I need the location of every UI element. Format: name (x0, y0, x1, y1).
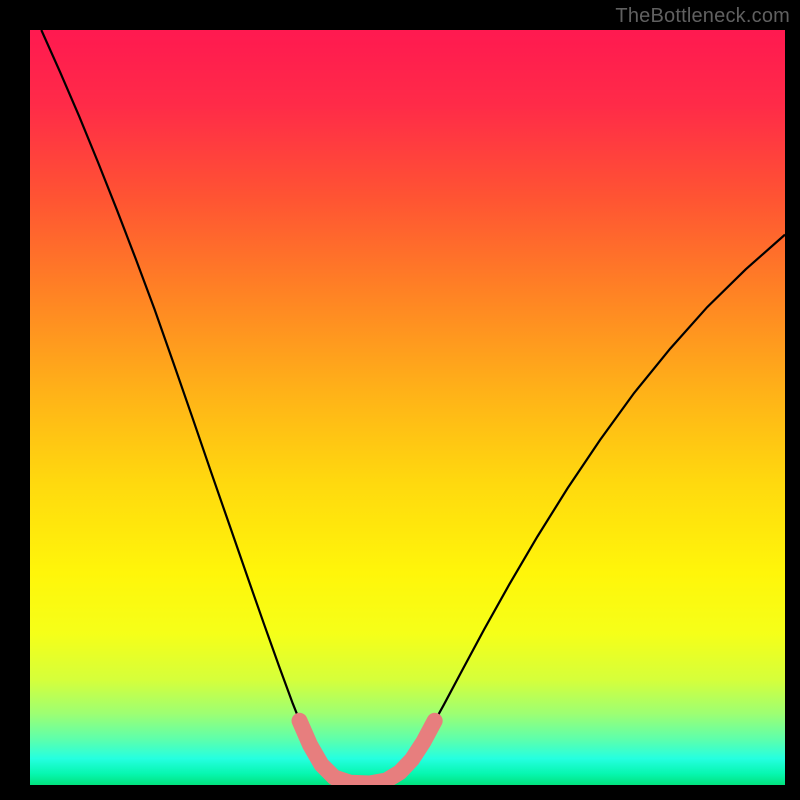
plot-area (30, 30, 785, 785)
curve-layer (30, 30, 785, 785)
bottleneck-curve (41, 30, 785, 783)
uncertainty-marker (300, 721, 435, 784)
stage: TheBottleneck.com (0, 0, 800, 800)
watermark-text: TheBottleneck.com (615, 5, 790, 28)
